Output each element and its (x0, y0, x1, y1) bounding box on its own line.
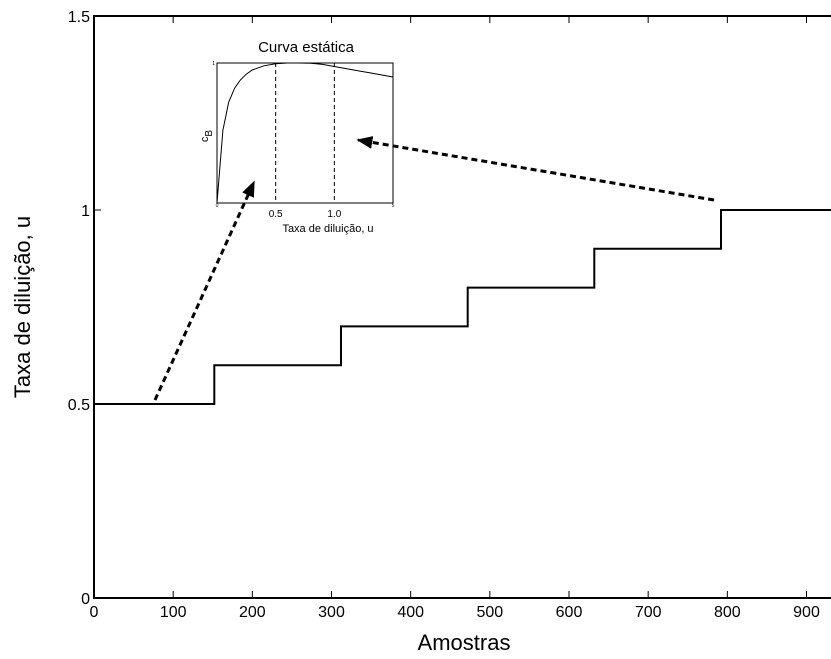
main-x-axis-label: Amostras (418, 630, 511, 655)
inset-y-label-sub: B (204, 130, 215, 137)
inset-plot-frame (216, 62, 394, 204)
main-y-tick-label: 1 (81, 203, 90, 220)
svg-text:cB: cB (199, 130, 215, 143)
main-y-tick-label: 0 (81, 591, 90, 608)
main-x-ticks: 0 100 200 300 400 500 600 700 800 900 (90, 16, 820, 621)
main-y-tick-label: 0.5 (68, 397, 90, 414)
main-series-line (94, 209, 831, 405)
inset-x-axis-label: Taxa de diluição, u (282, 223, 373, 235)
main-x-tick-label: 0 (90, 604, 99, 621)
inset-y-axis-label: cB (199, 130, 215, 143)
main-x-tick-label: 900 (793, 604, 820, 621)
inset-series-line (216, 62, 394, 204)
main-x-tick-label: 600 (556, 604, 583, 621)
main-x-tick-label: 100 (160, 604, 187, 621)
inset-y-tick-label: 1 (212, 61, 215, 67)
inset-x-tick-label: 0 (216, 203, 219, 209)
inset-markers: 0.5 1.0 (269, 63, 342, 220)
inset-x-tick-label: 5 (392, 203, 395, 209)
main-y-axis-label: Taxa de diluição, u (10, 216, 35, 398)
main-y-ticks: 0 0.5 1 1.5 (68, 9, 101, 608)
inset-ticks: 0 5 1 (212, 61, 394, 209)
main-x-tick-label: 800 (714, 604, 741, 621)
main-x-tick-label: 300 (318, 604, 345, 621)
main-x-tick-label: 700 (635, 604, 662, 621)
inset-marker-label: 0.5 (269, 209, 283, 220)
inset-marker-label: 1.0 (327, 209, 341, 220)
main-y-tick-label: 1.5 (68, 9, 90, 26)
arrow-to-inset-left (153, 180, 256, 401)
main-x-tick-label: 200 (239, 604, 266, 621)
main-chart: 0 100 200 300 400 500 600 700 800 900 0 0.5 1 1.5 Am… (10, 9, 831, 655)
main-plot-frame (93, 15, 831, 599)
main-x-tick-label: 500 (476, 604, 503, 621)
inset-chart: Curva estática 0.5 1.0 0 5 1 Taxa de diluiç… (199, 39, 395, 235)
inset-y-label-main: c (199, 136, 211, 142)
arrow-to-inset-right (356, 136, 715, 202)
main-x-tick-label: 400 (397, 604, 424, 621)
inset-title: Curva estática (258, 39, 355, 56)
